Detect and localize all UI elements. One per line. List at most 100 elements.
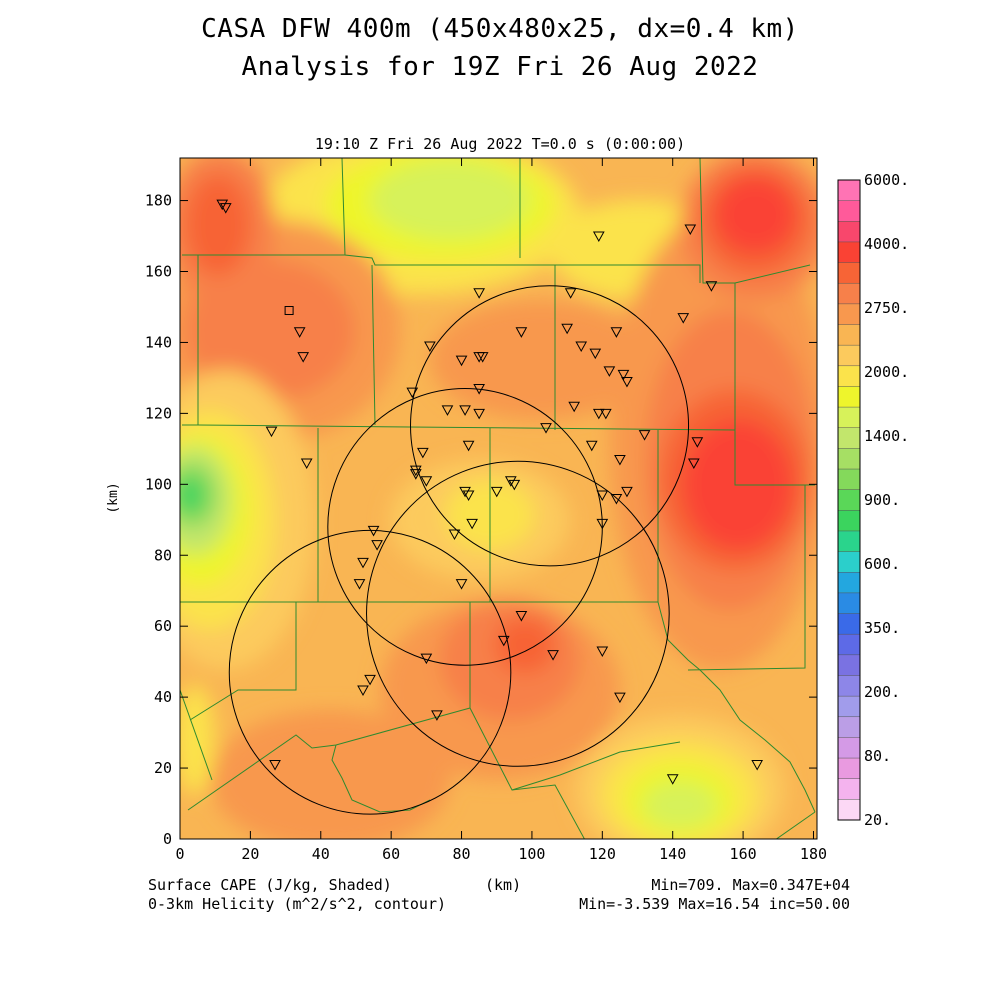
station-triangle-marker bbox=[300, 458, 313, 470]
station-triangle-marker bbox=[585, 440, 598, 452]
station-triangle-marker bbox=[687, 458, 700, 470]
y-tick-label: 180 bbox=[145, 192, 172, 210]
colorbar-label: 600. bbox=[864, 555, 900, 573]
station-triangle-marker bbox=[462, 490, 475, 501]
station-triangle-marker bbox=[610, 327, 623, 338]
colorbar-swatch bbox=[838, 283, 860, 305]
station-triangle-marker bbox=[575, 341, 588, 353]
map-area bbox=[180, 158, 817, 839]
colorbar-swatch bbox=[838, 675, 860, 697]
colorbar-swatch bbox=[838, 799, 860, 821]
y-tick-label: 0 bbox=[163, 830, 172, 848]
station-triangle-marker bbox=[515, 327, 528, 338]
station-triangle-marker bbox=[357, 557, 369, 569]
y-tick-label: 60 bbox=[154, 617, 172, 635]
footer-right-line1: Min=709. Max=0.347E+04 bbox=[651, 876, 850, 894]
station-triangle-marker bbox=[684, 224, 697, 235]
station-triangle-marker bbox=[621, 486, 633, 498]
station-triangle-marker bbox=[504, 476, 517, 487]
station-triangle-marker bbox=[596, 490, 609, 501]
station-triangle-marker bbox=[677, 313, 690, 324]
observation-stations bbox=[216, 199, 764, 785]
cape-green3-west bbox=[180, 477, 204, 513]
station-triangle-marker bbox=[420, 653, 433, 665]
colorbar-swatch bbox=[838, 200, 860, 222]
station-triangle-marker bbox=[564, 288, 577, 299]
footer-left-line1: Surface CAPE (J/kg, Shaded) bbox=[148, 876, 392, 894]
station-triangle-marker bbox=[455, 355, 468, 367]
colorbar-swatch bbox=[838, 303, 860, 326]
plot-subtitle: 19:10 Z Fri 26 Aug 2022 T=0.0 s (0:00:00… bbox=[314, 135, 686, 153]
cape-red2-ne bbox=[715, 177, 795, 253]
x-tick-label: 180 bbox=[800, 845, 827, 863]
colorbar-swatch bbox=[838, 365, 860, 387]
station-triangle-marker bbox=[216, 199, 229, 211]
station-triangle-marker bbox=[589, 348, 602, 360]
station-triangle-marker bbox=[691, 437, 704, 448]
station-triangle-marker bbox=[490, 486, 503, 498]
station-triangle-marker bbox=[424, 341, 436, 353]
colorbar-swatch bbox=[838, 572, 860, 594]
colorbar-swatch bbox=[838, 448, 860, 470]
radar-range-ring-1 bbox=[410, 285, 690, 567]
station-triangle-marker bbox=[596, 518, 609, 530]
radar-range-ring-4 bbox=[228, 529, 512, 815]
cape-orange-sw bbox=[210, 710, 450, 839]
x-tick-label: 80 bbox=[453, 845, 471, 863]
y-tick-label: 100 bbox=[145, 475, 172, 493]
y-tick-label: 160 bbox=[145, 263, 172, 281]
colorbar-swatch bbox=[838, 737, 860, 759]
colorbar-frame bbox=[837, 179, 861, 821]
station-triangle-marker bbox=[448, 529, 461, 540]
x-tick-label: 20 bbox=[241, 845, 259, 863]
station-triangle-marker bbox=[441, 405, 454, 416]
station-triangle-marker bbox=[603, 366, 616, 377]
station-triangle-marker bbox=[455, 579, 468, 590]
radar-range-rings bbox=[228, 285, 690, 815]
x-tick-label: 0 bbox=[175, 845, 184, 863]
station-triangle-marker bbox=[353, 579, 366, 590]
colorbar-label: 900. bbox=[864, 491, 900, 509]
colorbar-swatch bbox=[838, 634, 860, 656]
station-triangle-marker bbox=[751, 760, 764, 771]
colorbar-swatch bbox=[838, 489, 860, 511]
colorbar-label: 2000. bbox=[864, 363, 909, 381]
station-triangle-marker bbox=[592, 408, 605, 420]
y-axis-ticks: 0 20 40 60 80 100 120 140 160 180 bbox=[145, 192, 817, 848]
cape-red-corner bbox=[186, 175, 250, 275]
station-triangle-marker bbox=[599, 408, 612, 420]
x-axis-ticks: 0 20 40 60 80 100 120 140 160 180 bbox=[175, 158, 827, 863]
station-triangle-marker bbox=[473, 384, 485, 395]
station-triangle-marker bbox=[297, 352, 310, 363]
station-triangle-marker bbox=[617, 369, 630, 381]
colorbar-swatch bbox=[838, 262, 860, 284]
colorbar-swatch bbox=[838, 758, 860, 780]
county-boundaries bbox=[180, 158, 816, 839]
colorbar-swatch bbox=[838, 469, 860, 491]
y-tick-label: 40 bbox=[154, 688, 172, 706]
colorbar-swatch bbox=[838, 551, 860, 573]
x-tick-label: 60 bbox=[382, 845, 400, 863]
colorbar-swatch bbox=[838, 427, 860, 449]
station-triangle-marker bbox=[568, 401, 581, 413]
colorbar-label: 350. bbox=[864, 619, 900, 637]
y-axis-label: (km) bbox=[106, 482, 121, 513]
station-triangle-marker bbox=[357, 685, 369, 697]
x-tick-label: 100 bbox=[518, 845, 545, 863]
station-triangle-marker bbox=[515, 611, 528, 622]
radar-range-ring-3 bbox=[366, 460, 670, 767]
station-triangle-marker bbox=[614, 454, 626, 466]
colorbar-label: 4000. bbox=[864, 235, 909, 253]
station-triangle-marker bbox=[409, 469, 422, 480]
colorbar-swatch bbox=[838, 221, 860, 243]
station-triangle-marker bbox=[416, 447, 429, 459]
station-triangle-marker bbox=[508, 479, 521, 491]
station-triangle-marker bbox=[219, 203, 232, 214]
colorbar-swatch bbox=[838, 324, 860, 346]
y-tick-label: 80 bbox=[154, 546, 172, 564]
y-tick-label: 140 bbox=[145, 333, 172, 351]
footer-left-line2: 0-3km Helicity (m^2/s^2, contour) bbox=[148, 895, 447, 913]
cape-yellow-sw-edge bbox=[180, 685, 215, 795]
colorbar-swatch bbox=[838, 510, 860, 532]
